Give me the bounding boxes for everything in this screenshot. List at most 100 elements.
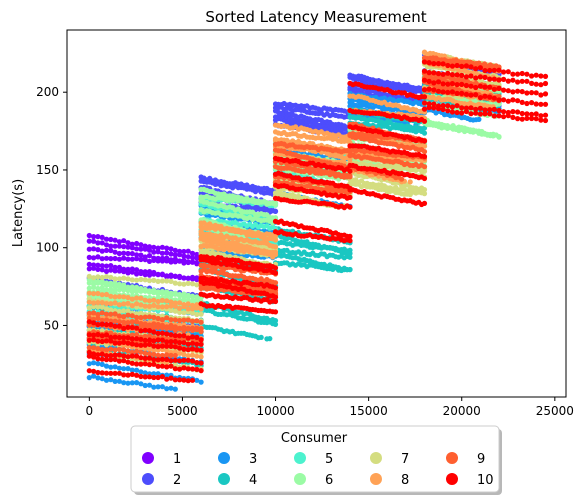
scatter-point <box>164 245 170 251</box>
scatter-point <box>155 371 161 377</box>
scatter-point <box>103 306 110 312</box>
scatter-point <box>99 285 105 291</box>
scatter-point <box>146 278 153 284</box>
scatter-point <box>121 308 127 314</box>
scatter-point <box>112 243 118 249</box>
scatter-point <box>129 245 135 251</box>
scatter-point <box>272 215 279 221</box>
scatter-point <box>194 377 200 383</box>
scatter-point <box>129 367 135 373</box>
scatter-point <box>129 251 135 257</box>
scatter-point <box>86 266 92 272</box>
scatter-point <box>164 386 170 392</box>
scatter-point <box>125 380 131 386</box>
scatter-point <box>155 249 161 255</box>
scatter-point <box>181 257 187 263</box>
scatter-point <box>194 282 200 288</box>
scatter-point <box>142 269 148 275</box>
scatter-point <box>258 334 264 340</box>
scatter-points <box>86 49 549 392</box>
scatter-point <box>99 292 105 298</box>
scatter-point <box>155 255 161 261</box>
scatter-point <box>108 274 114 280</box>
scatter-point <box>86 305 92 311</box>
scatter-point <box>168 257 174 263</box>
scatter-point <box>134 252 140 258</box>
scatter-point <box>99 256 105 262</box>
scatter-point <box>121 380 127 386</box>
scatter-point <box>194 353 200 359</box>
scatter-point <box>125 240 131 246</box>
scatter-point <box>181 253 187 259</box>
scatter-point <box>112 300 118 306</box>
scatter-point <box>121 238 127 244</box>
chart-title: Sorted Latency Measurement <box>205 8 426 26</box>
scatter-point <box>116 264 122 270</box>
scatter-point <box>108 293 114 299</box>
scatter-point <box>121 266 127 272</box>
scatter-point <box>194 302 200 308</box>
scatter-point <box>99 267 105 273</box>
scatter-point <box>168 307 174 313</box>
scatter-point <box>95 234 101 240</box>
scatter-point <box>194 251 200 258</box>
scatter-point <box>146 382 153 388</box>
scatter-point <box>159 278 165 284</box>
scatter-point <box>138 242 144 248</box>
scatter-point <box>125 266 131 272</box>
scatter-point <box>194 311 200 318</box>
scatter-point <box>151 371 157 377</box>
scatter-point <box>129 256 135 262</box>
scatter-point <box>155 384 161 390</box>
scatter-point <box>164 348 170 354</box>
scatter-point <box>159 384 165 390</box>
scatter-point <box>185 280 191 286</box>
scatter-point <box>172 256 178 262</box>
scatter-point <box>91 246 97 252</box>
scatter-point <box>168 299 174 305</box>
scatter-point <box>151 244 157 250</box>
scatter-point <box>103 287 110 293</box>
scatter-point <box>181 291 187 297</box>
scatter-point <box>189 352 196 358</box>
scatter-point <box>172 386 178 392</box>
scatter-point <box>125 300 131 306</box>
scatter-point <box>112 255 118 262</box>
scatter-point <box>129 380 135 386</box>
scatter-point <box>272 321 279 327</box>
scatter-point <box>91 373 97 379</box>
scatter-point <box>177 281 183 287</box>
scatter-point <box>168 278 174 284</box>
scatter-point <box>177 309 183 315</box>
scatter-point <box>177 305 183 311</box>
scatter-point <box>112 264 118 270</box>
scatter-point <box>134 267 140 273</box>
scatter-point <box>116 256 122 262</box>
scatter-point <box>99 263 105 269</box>
scatter-point <box>91 255 97 261</box>
scatter-point <box>172 291 178 297</box>
scatter-point <box>151 384 157 390</box>
scatter-point <box>95 285 101 292</box>
scatter-point <box>116 308 122 315</box>
scatter-point <box>116 268 122 274</box>
scatter-point <box>121 275 127 281</box>
scatter-point <box>164 304 170 310</box>
scatter-point <box>121 282 127 288</box>
scatter-point <box>155 245 161 251</box>
scatter-point <box>159 297 165 303</box>
scatter-point <box>95 254 101 260</box>
scatter-point <box>108 364 114 370</box>
scatter-point <box>181 248 187 255</box>
scatter-point <box>155 304 161 310</box>
scatter-point <box>189 250 196 256</box>
scatter-point <box>134 240 140 247</box>
scatter-point <box>121 301 127 307</box>
scatter-point <box>177 273 183 279</box>
scatter-point <box>134 256 140 262</box>
scatter-point <box>103 242 110 248</box>
scatter-point <box>112 294 118 300</box>
scatter-point <box>172 308 178 314</box>
scatter-point <box>108 280 114 286</box>
scatter-point <box>112 249 118 255</box>
